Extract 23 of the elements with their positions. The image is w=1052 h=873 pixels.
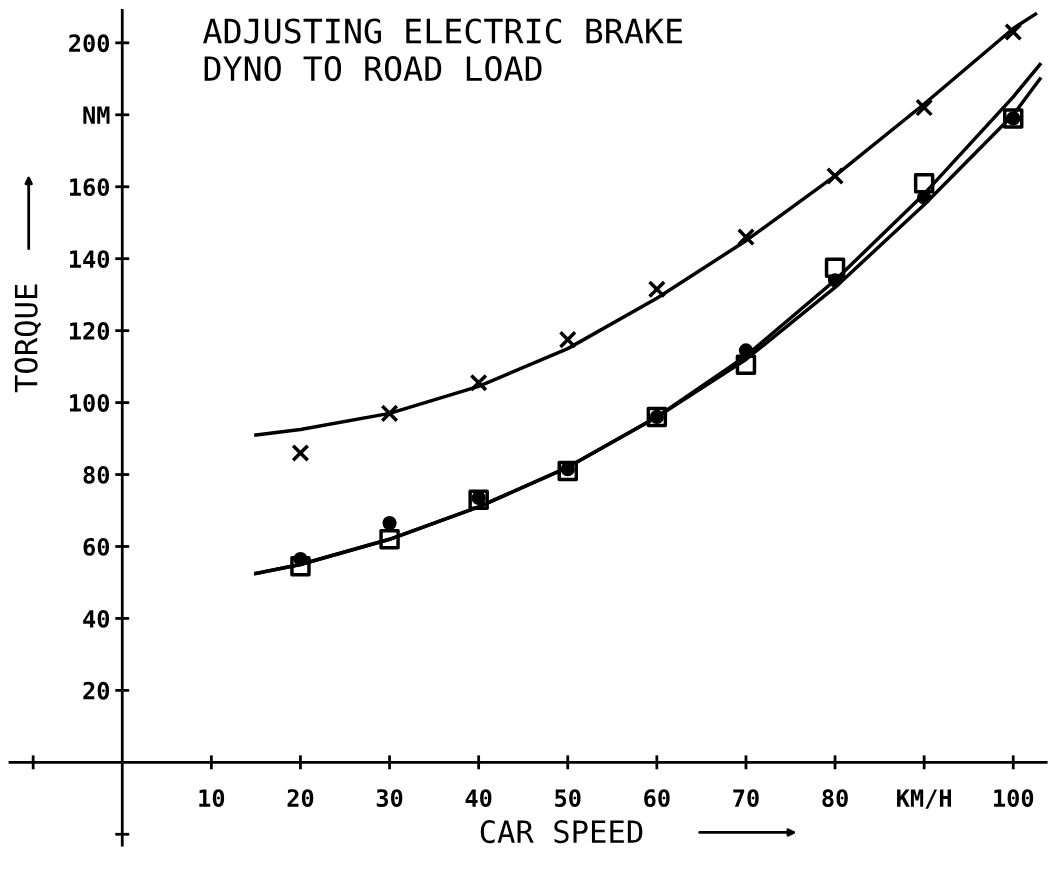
x-tick-label: 70 [733, 789, 759, 807]
y-tick-label: 120 [69, 322, 110, 340]
y-tick-label: NM [83, 106, 110, 124]
x-tick-label: 20 [287, 789, 314, 807]
y-tick-label: 200 [69, 34, 110, 53]
x-tick-label: 80 [822, 789, 848, 807]
y-axis-title: TORQUE [14, 284, 42, 393]
y-tick-label: 160 [69, 178, 110, 197]
x-tick-label: 100 [994, 789, 1034, 807]
y-tick-label: 140 [69, 250, 110, 268]
y-tick-label: 60 [83, 537, 110, 556]
x-tick-label: 30 [376, 789, 403, 807]
x-tick-label: KM/H [897, 789, 951, 809]
y-tick-label: 80 [83, 465, 110, 484]
y-tick-label: 20 [83, 681, 110, 700]
x-tick-label: 10 [199, 789, 225, 807]
x-tick-label: 40 [465, 789, 492, 807]
y-tick-label: 100 [69, 394, 110, 412]
x-axis-title: CAR SPEED [480, 820, 643, 844]
x-tick-label: 50 [555, 789, 581, 807]
y-tick-label: 40 [83, 609, 110, 628]
x-tick-label: 60 [644, 789, 670, 808]
text: ADJUSTING ELECTRIC BRAKE DYNO TO ROAD LOAD [203, 18, 682, 82]
